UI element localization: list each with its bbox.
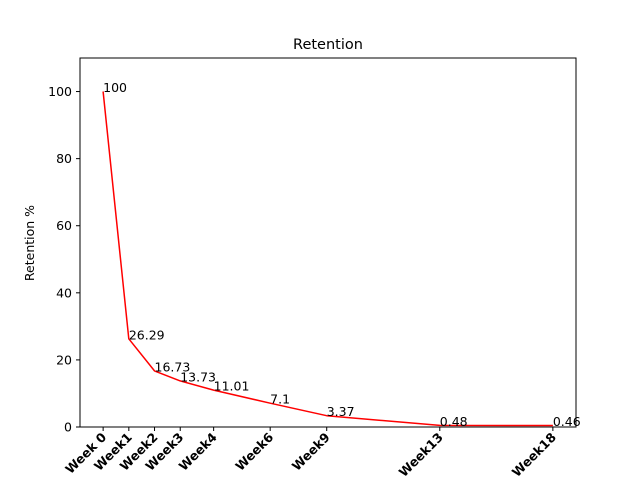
x-tick-label: Week9 xyxy=(289,430,333,474)
y-tick-label: 0 xyxy=(64,420,72,435)
x-tick-label: Week6 xyxy=(232,429,276,473)
data-label: 0.46 xyxy=(553,414,581,429)
data-label: 16.73 xyxy=(155,359,191,374)
data-label: 11.01 xyxy=(214,379,250,394)
y-tick-label: 20 xyxy=(56,352,72,367)
x-tick-label: Week4 xyxy=(176,429,220,473)
y-tick-label: 80 xyxy=(56,151,72,166)
data-label: 26.29 xyxy=(129,327,165,342)
axes-frame xyxy=(79,57,577,428)
chart-title: Retention xyxy=(293,37,363,53)
x-tick-label: Week18 xyxy=(509,430,559,480)
y-axis-label: Retention % xyxy=(22,205,37,281)
series-line xyxy=(102,91,553,427)
x-tick-label: Week13 xyxy=(396,430,446,480)
data-label: 100 xyxy=(103,80,127,95)
y-tick-label: 60 xyxy=(56,218,72,233)
data-label: 13.73 xyxy=(180,369,216,384)
data-label: 3.37 xyxy=(327,404,355,419)
data-label: 7.1 xyxy=(270,392,290,407)
data-label: 0.48 xyxy=(440,414,468,429)
y-tick-label: 40 xyxy=(56,285,72,300)
y-tick-label: 100 xyxy=(48,84,72,99)
